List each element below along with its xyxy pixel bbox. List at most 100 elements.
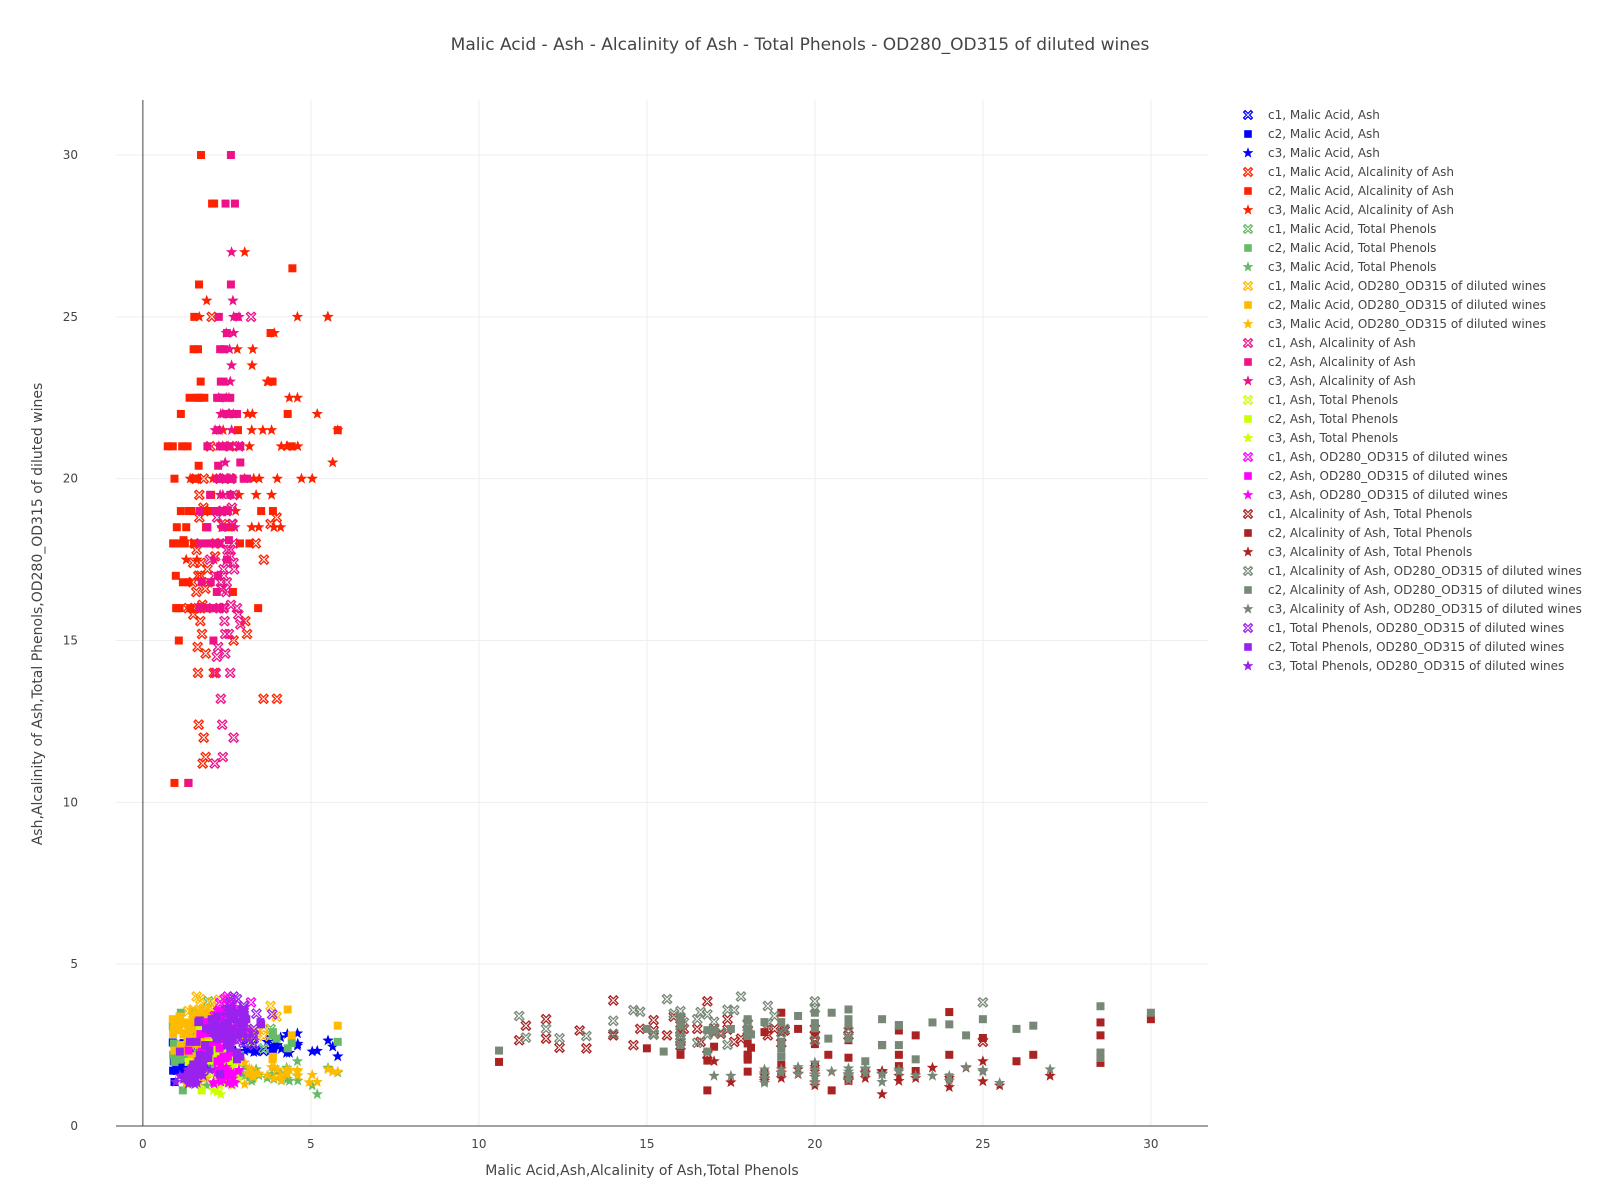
data-point (187, 609, 199, 621)
legend-item[interactable]: c3, Ash, Total Phenols (1242, 431, 1399, 445)
data-point (221, 1058, 230, 1067)
data-point (691, 1013, 703, 1025)
data-point (794, 1024, 803, 1033)
data-point (175, 1047, 184, 1056)
data-point (275, 1042, 288, 1054)
legend-item[interactable]: c3, Malic Acid, OD280_OD315 of diluted w… (1242, 317, 1546, 331)
data-point (178, 1065, 187, 1074)
data-point (213, 539, 222, 548)
data-point (204, 1054, 213, 1063)
data-point (230, 1015, 239, 1024)
data-point (229, 521, 241, 533)
x-tick-label: 15 (639, 1137, 654, 1151)
legend-label: c3, Alcalinity of Ash, Total Phenols (1268, 545, 1472, 559)
data-point (743, 1016, 752, 1025)
data-point (213, 391, 225, 403)
legend-item[interactable]: c3, Malic Acid, Ash (1242, 146, 1380, 160)
legend-label: c2, Malic Acid, Alcalinity of Ash (1268, 184, 1454, 198)
x-tick-label: 25 (975, 1137, 990, 1151)
data-point (214, 488, 226, 500)
data-point (810, 1008, 819, 1017)
data-point (209, 424, 221, 435)
legend-item[interactable]: c3, Ash, Alcalinity of Ash (1242, 374, 1416, 388)
data-point (221, 199, 230, 208)
x-tick-label: 20 (807, 1137, 822, 1151)
legend-item[interactable]: c2, Ash, Total Phenols (1244, 412, 1398, 426)
data-point (195, 1016, 204, 1025)
data-point (777, 1037, 786, 1046)
data-point (758, 1076, 771, 1088)
data-point (809, 1076, 821, 1088)
data-point (192, 667, 204, 679)
legend-item[interactable]: c3, Alcalinity of Ash, Total Phenols (1242, 545, 1473, 559)
data-point (246, 359, 258, 371)
legend[interactable]: c1, Malic Acid, Ash c2, Malic Acid, Ash c3… (1242, 108, 1582, 673)
legend-item[interactable]: c1, Malic Acid, Total Phenols (1242, 222, 1437, 236)
data-point (168, 1015, 177, 1024)
data-point (182, 1063, 194, 1075)
data-point (993, 1076, 1006, 1088)
legend-item[interactable]: c2, Ash, OD280_OD315 of diluted wines (1244, 469, 1508, 483)
legend-item[interactable]: c3, Ash, OD280_OD315 of diluted wines (1242, 488, 1508, 502)
legend-symbol (1244, 358, 1252, 366)
legend-item[interactable]: c2, Malic Acid, Ash (1244, 127, 1380, 141)
legend-item[interactable]: c2, Alcalinity of Ash, OD280_OD315 of di… (1244, 583, 1582, 597)
data-point (945, 1020, 954, 1029)
data-point (250, 488, 262, 500)
data-point (233, 310, 245, 322)
data-point (691, 1037, 703, 1049)
legend-label: c1, Ash, OD280_OD315 of diluted wines (1268, 450, 1508, 464)
legend-symbol (1242, 147, 1254, 158)
data-point (225, 1069, 238, 1081)
data-point (213, 424, 226, 435)
legend-item[interactable]: c1, Alcalinity of Ash, Total Phenols (1242, 507, 1473, 521)
data-point (243, 474, 252, 483)
legend-item[interactable]: c1, Alcalinity of Ash, OD280_OD315 of di… (1242, 564, 1582, 578)
data-point (211, 1086, 223, 1097)
data-point (291, 310, 304, 322)
data-point (245, 539, 254, 548)
legend-item[interactable]: c1, Total Phenols, OD280_OD315 of dilute… (1242, 621, 1565, 635)
data-point (268, 327, 280, 338)
legend-item[interactable]: c3, Malic Acid, Total Phenols (1242, 260, 1437, 274)
data-point (170, 1046, 179, 1055)
data-point (540, 1023, 552, 1035)
data-point (196, 539, 205, 548)
legend-item[interactable]: c1, Ash, OD280_OD315 of diluted wines (1242, 450, 1508, 464)
legend-item[interactable]: c2, Ash, Alcalinity of Ash (1244, 355, 1416, 369)
legend-item[interactable]: c3, Alcalinity of Ash, OD280_OD315 of di… (1242, 602, 1582, 616)
data-point (214, 312, 223, 321)
data-point (250, 1008, 262, 1020)
data-point (171, 571, 180, 580)
data-point (513, 1034, 525, 1046)
data-point (209, 1044, 218, 1053)
legend-item[interactable]: c2, Malic Acid, Alcalinity of Ash (1244, 184, 1454, 198)
y-tick-label: 20 (63, 472, 78, 486)
data-point (281, 1066, 294, 1078)
data-point (722, 1039, 734, 1051)
data-point (177, 1073, 189, 1084)
legend-item[interactable]: c1, Malic Acid, OD280_OD315 of diluted w… (1242, 279, 1546, 293)
legend-item[interactable]: c2, Malic Acid, OD280_OD315 of diluted w… (1244, 298, 1546, 312)
legend-label: c1, Malic Acid, Total Phenols (1268, 222, 1436, 236)
series-25 (495, 1002, 1155, 1066)
legend-item[interactable]: c2, Malic Acid, Total Phenols (1244, 241, 1436, 255)
data-point (642, 1044, 651, 1053)
legend-item[interactable]: c2, Alcalinity of Ash, Total Phenols (1244, 526, 1472, 540)
legend-item[interactable]: c2, Total Phenols, OD280_OD315 of dilute… (1244, 640, 1564, 654)
data-point (184, 1057, 193, 1066)
data-point (743, 1039, 752, 1048)
legend-item[interactable]: c3, Malic Acid, Alcalinity of Ash (1242, 203, 1454, 217)
x-tick-label: 30 (1143, 1137, 1158, 1151)
legend-symbol (1242, 546, 1254, 557)
legend-item[interactable]: c1, Malic Acid, Ash (1242, 108, 1380, 122)
data-point (194, 461, 203, 470)
legend-item[interactable]: c1, Ash, Alcalinity of Ash (1242, 336, 1416, 350)
legend-item[interactable]: c1, Ash, Total Phenols (1242, 393, 1399, 407)
data-point (926, 1069, 939, 1081)
data-point (196, 377, 205, 386)
y-tick-label: 15 (63, 634, 78, 648)
legend-item[interactable]: c1, Malic Acid, Alcalinity of Ash (1242, 165, 1454, 179)
data-point (926, 1061, 939, 1073)
legend-item[interactable]: c3, Total Phenols, OD280_OD315 of dilute… (1242, 659, 1565, 673)
